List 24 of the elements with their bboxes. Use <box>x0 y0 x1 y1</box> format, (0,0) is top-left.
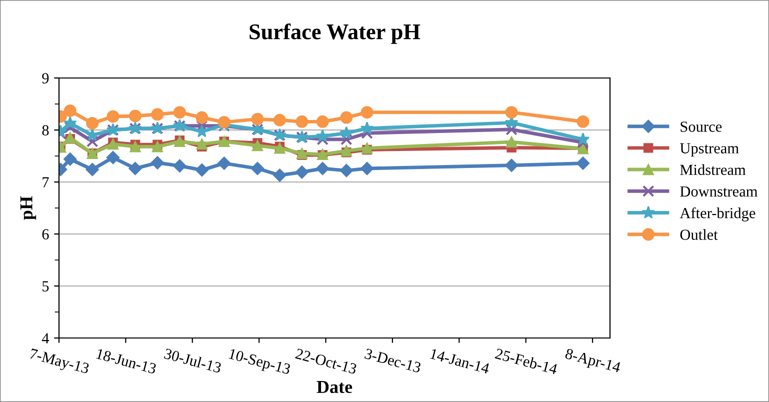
x-tick-label: 30-Jul-13 <box>164 348 222 374</box>
x-tick-label: 22-Oct-13 <box>295 348 358 374</box>
y-tick-label: 7 <box>42 177 49 188</box>
x-axis-title: Date <box>316 381 352 394</box>
x-tick-label: 14-Jan-14 <box>430 348 490 374</box>
y-axis-title: pH <box>20 196 36 220</box>
x-tick-label: 25-Feb-14 <box>494 348 558 375</box>
x-tick-label: 3-Dec-13 <box>364 348 422 373</box>
y-tick-label: 5 <box>42 281 49 292</box>
legend-label: Upstream <box>680 143 739 157</box>
chart-title: Surface Water pH <box>250 23 420 44</box>
legend-label: Outlet <box>680 229 718 240</box>
legend-label: Midstream <box>680 164 746 176</box>
legend-label: Source <box>680 122 722 132</box>
x-tick-label: 18-Jun-13 <box>96 348 157 374</box>
x-tick-label: 10-Sep-13 <box>228 348 291 378</box>
y-tick-label: 4 <box>42 333 50 344</box>
legend-label: Downstream <box>680 186 758 197</box>
x-tick-label: 8-Apr-14 <box>564 348 622 376</box>
x-tick-label: 7-May-13 <box>28 348 90 377</box>
legend-label: After-bridge <box>680 207 756 222</box>
y-tick-label: 9 <box>42 73 49 84</box>
y-tick-label: 8 <box>42 125 49 136</box>
y-tick-label: 6 <box>42 229 49 240</box>
